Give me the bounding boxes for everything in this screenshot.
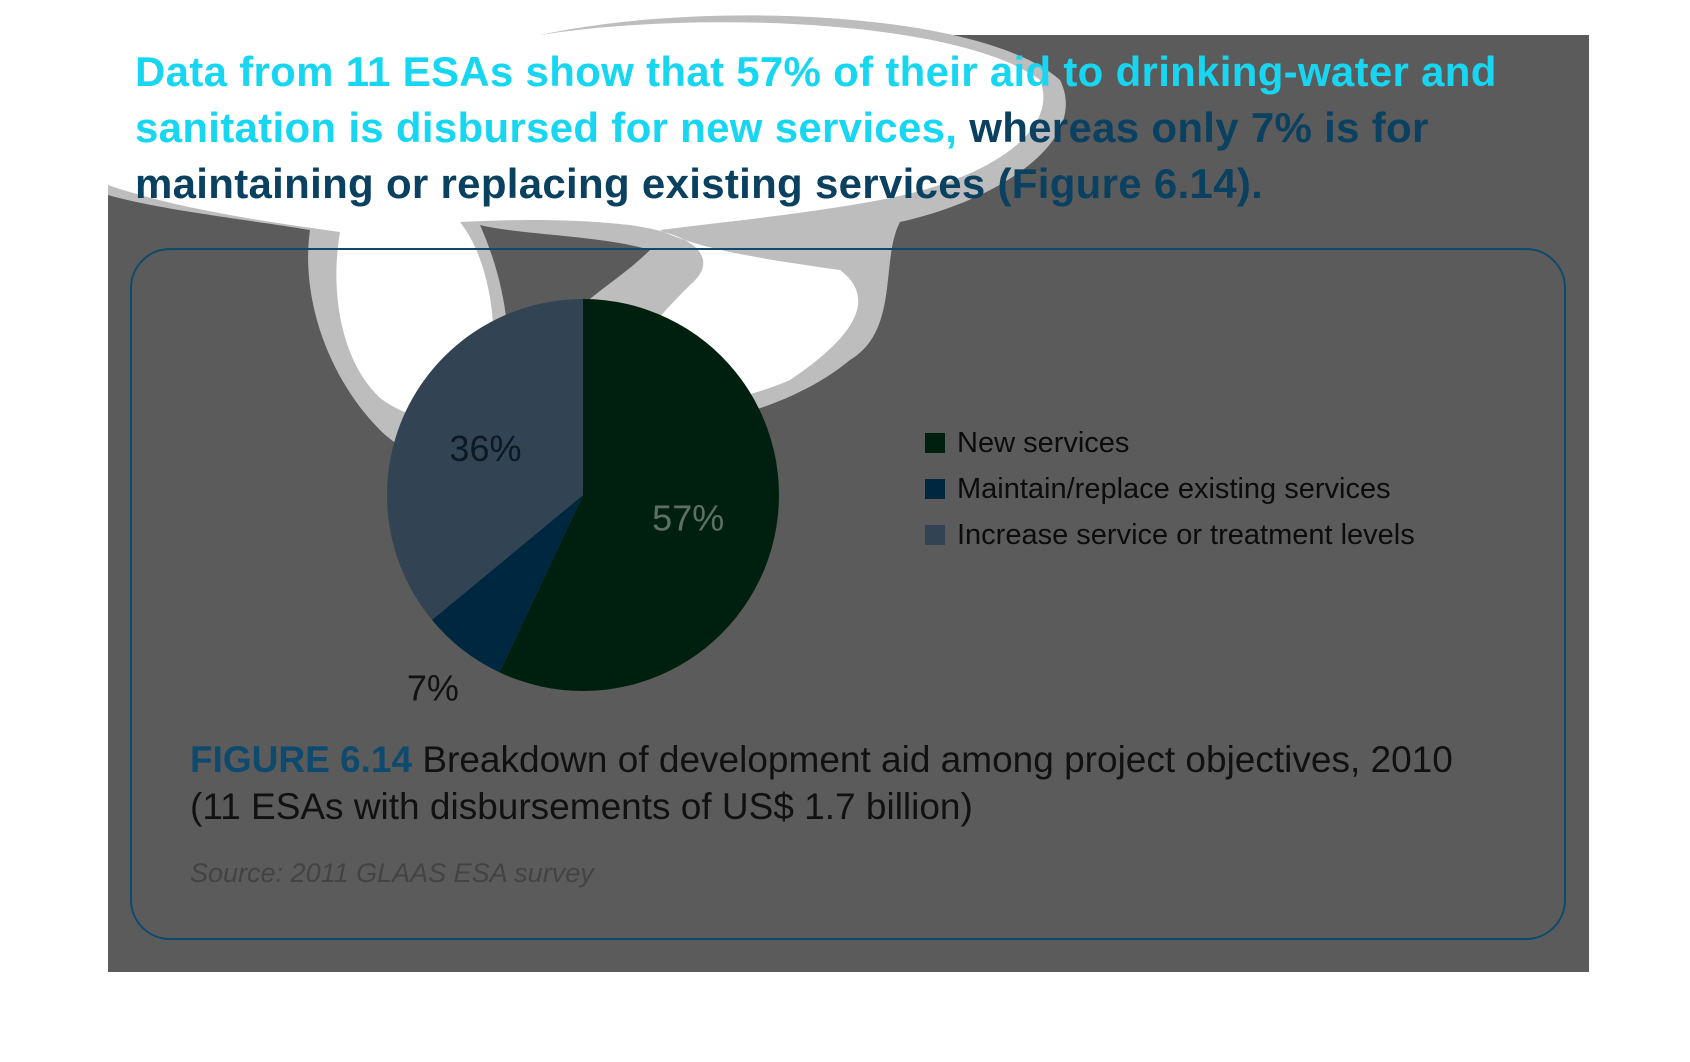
legend-label: Increase service or treatment levels: [957, 518, 1415, 551]
legend-item: New services: [925, 420, 1415, 466]
legend-label: Maintain/replace existing services: [957, 472, 1391, 505]
headline-text: Data from 11 ESAs show that 57% of their…: [135, 44, 1555, 212]
figure-caption-text: Breakdown of development aid among proje…: [190, 739, 1453, 827]
pie-label-1: 57%: [652, 498, 724, 539]
pie-slice-2: [431, 495, 583, 673]
figure-number: FIGURE 6.14: [190, 739, 413, 780]
legend-swatch: [925, 525, 945, 545]
legend-swatch: [925, 479, 945, 499]
legend-item: Maintain/replace existing services: [925, 466, 1415, 512]
figure-frame: [130, 248, 1566, 940]
legend-label: New services: [957, 426, 1130, 459]
chart-legend: New services Maintain/replace existing se…: [925, 420, 1415, 558]
figure-source: Source: 2011 GLAAS ESA survey: [190, 858, 594, 888]
headline-highlight: Data from 11 ESAs show that 57% of their…: [135, 48, 1497, 151]
legend-item: Increase service or treatment levels: [925, 512, 1415, 558]
pie-slice-1: [499, 299, 779, 691]
figure-caption: FIGURE 6.14 Breakdown of development aid…: [190, 736, 1490, 830]
headline-rest: whereas only 7% is for maintaining or re…: [135, 104, 1429, 207]
legend-swatch: [925, 433, 945, 453]
pie-label-3: 36%: [449, 428, 521, 469]
pie-slice-3: [386, 299, 583, 620]
pie-label-2: 7%: [407, 668, 459, 709]
